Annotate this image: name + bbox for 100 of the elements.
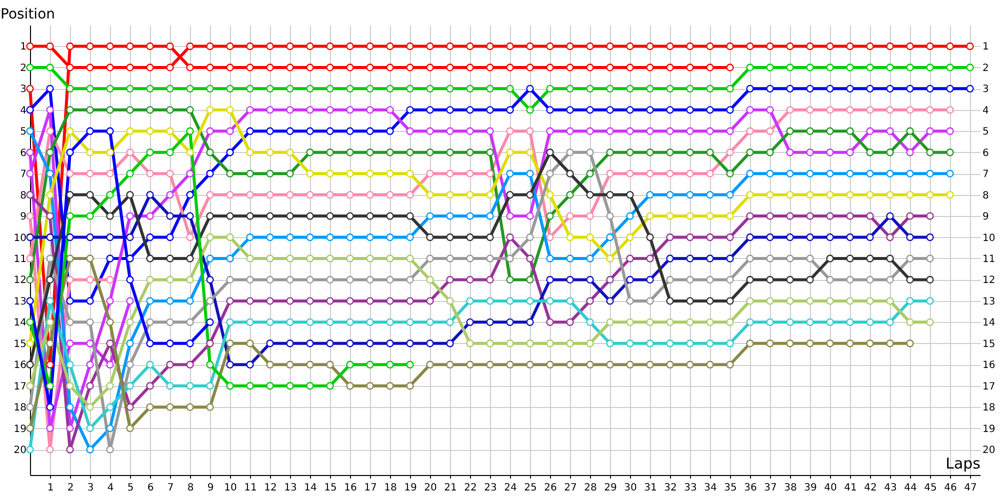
point [86,297,94,305]
point [266,318,274,326]
y2-tick-label: 15 [982,338,996,350]
point [146,254,154,262]
point [806,318,814,326]
point [246,127,254,135]
point [226,42,234,50]
point [366,297,374,305]
point [66,403,74,411]
point [586,170,594,178]
point [846,297,854,305]
y2-tick-label: 3 [982,84,989,96]
point [826,233,834,242]
point [106,106,114,114]
point [126,42,134,50]
point [606,212,614,220]
point [26,382,34,390]
point [246,254,254,262]
x-tick-label: 13 [284,482,297,494]
point [906,254,914,262]
point [606,276,614,284]
point [906,64,914,72]
point [506,276,514,284]
point [346,42,354,50]
point [586,127,594,135]
point [66,64,74,72]
point [906,106,914,114]
point [126,106,134,114]
point [746,170,754,178]
point [626,127,634,135]
point [106,148,114,156]
point [106,446,114,454]
point [666,360,674,368]
point [286,212,294,220]
point [646,190,654,199]
point [666,276,674,284]
point [706,170,714,178]
point [486,42,494,50]
point [746,318,754,326]
point [706,318,714,326]
point [86,403,94,411]
point [906,233,914,242]
point [246,382,254,390]
y2-tick-label: 9 [982,212,989,223]
point [426,127,434,135]
y2-tick-label: 12 [982,275,996,286]
point [626,276,634,284]
point [646,276,654,284]
point [226,340,234,348]
point [26,106,34,114]
point [586,276,594,284]
point [466,360,474,368]
point [866,170,874,178]
point [286,276,294,284]
point [126,424,134,432]
point [446,190,454,199]
point [786,170,794,178]
point [546,170,554,178]
point [706,42,714,50]
point [466,148,474,156]
point [846,64,854,72]
point [246,212,254,220]
point [106,64,114,72]
point [746,340,754,348]
point [166,84,174,93]
point [306,64,314,72]
point [906,127,914,135]
point [686,64,694,72]
point [406,170,414,178]
point [926,170,934,178]
point [306,106,314,114]
point [906,84,914,93]
point [126,127,134,135]
point [546,297,554,305]
point [546,148,554,156]
point [686,106,694,114]
point [186,403,194,411]
y2-tick-label: 4 [982,105,989,116]
point [246,42,254,50]
point [106,276,114,284]
point [186,64,194,72]
point [886,127,894,135]
point [706,127,714,135]
point [746,254,754,262]
point [786,148,794,156]
point [106,127,114,135]
point [46,64,54,72]
point [346,170,354,178]
point [186,233,194,242]
point [926,233,934,242]
point [966,42,974,50]
point [726,212,734,220]
point [166,212,174,220]
point [866,148,874,156]
point [766,84,774,93]
point [666,212,674,220]
point [186,340,194,348]
point [466,42,474,50]
point [946,84,954,93]
point [826,318,834,326]
